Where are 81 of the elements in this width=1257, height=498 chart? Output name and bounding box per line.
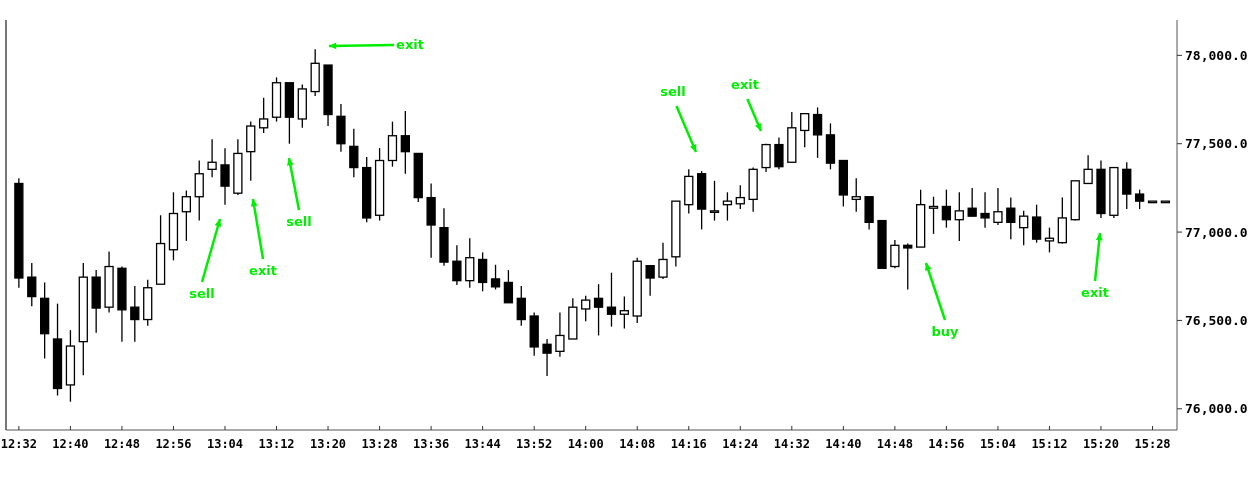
candlestick [1083, 154, 1093, 185]
x-tick-label: 12:32 [0, 437, 37, 451]
x-tick-label: 13:20 [309, 437, 347, 451]
x-tick-label: 13:28 [361, 437, 398, 451]
candlestick [349, 128, 359, 178]
y-tick-label: 76,500.0 [1185, 312, 1248, 328]
candlestick [890, 239, 900, 269]
candlestick [761, 143, 771, 173]
candlestick [928, 196, 939, 235]
candlestick [851, 177, 861, 213]
x-tick-label: 13:04 [206, 437, 244, 451]
candlestick [967, 187, 977, 217]
candlestick [993, 187, 1003, 226]
annotation: exit [396, 37, 424, 52]
y-tick-label: 78,000.0 [1185, 47, 1248, 63]
x-tick-label: 14:08 [619, 437, 656, 451]
x-tick-label: 14:00 [567, 437, 604, 451]
candlestick [465, 237, 475, 289]
candlestick [941, 189, 952, 229]
candlestick [1044, 227, 1055, 254]
annotation: exit [249, 263, 277, 278]
y-tick-label: 77,000.0 [1185, 224, 1248, 240]
x-tick-label: 15:04 [979, 437, 1017, 451]
candlestick [722, 191, 733, 222]
x-tick-label: 15:20 [1082, 437, 1120, 451]
candlestick [645, 265, 655, 297]
x-tick-label: 14:56 [928, 437, 965, 451]
x-tick-label: 14:32 [773, 437, 810, 451]
annotation: sell [660, 84, 686, 99]
x-tick-label: 15:12 [1031, 437, 1068, 451]
candlestick [903, 242, 913, 291]
x-tick-label: 13:52 [516, 437, 553, 451]
candlestick [800, 113, 810, 148]
x-tick-label: 13:44 [464, 437, 501, 451]
candlestick [516, 285, 526, 327]
x-tick-label: 13:36 [413, 437, 450, 451]
x-tick-label: 12:48 [103, 437, 140, 451]
candlestick [619, 295, 629, 330]
candlestick [130, 285, 140, 343]
annotation: sell [189, 286, 215, 301]
x-tick-label: 14:48 [876, 437, 913, 451]
candlestick [812, 106, 823, 159]
annotation: buy [931, 324, 960, 339]
x-tick-label: 15:28 [1134, 437, 1171, 451]
candlestick [735, 184, 745, 210]
candlestick [658, 242, 668, 280]
x-tick-label: 14:40 [825, 437, 862, 451]
candlestick [207, 138, 217, 178]
x-tick-label: 12:56 [155, 437, 192, 451]
candlestick [477, 251, 488, 292]
x-tick-label: 14:24 [722, 437, 759, 451]
candlestick [1019, 210, 1029, 246]
candlestick [709, 180, 720, 222]
annotation: exit [1081, 285, 1109, 300]
y-tick-label: 76,000.0 [1185, 401, 1248, 417]
annotation: sell [286, 214, 312, 229]
annotation: exit [731, 77, 759, 92]
candlestick [1031, 204, 1042, 244]
candlestick [581, 295, 591, 322]
candlestick [555, 311, 565, 358]
candlestick [490, 264, 501, 291]
candlestick [27, 262, 37, 307]
candlestick [593, 283, 604, 337]
candlestick [194, 159, 204, 222]
candlestick [1006, 196, 1016, 240]
candlestick [181, 189, 192, 242]
candlestick [452, 244, 462, 286]
y-tick-label: 77,500.0 [1185, 136, 1248, 152]
candlestick [954, 191, 964, 242]
candlestick [220, 147, 230, 206]
x-tick-label: 12:40 [52, 437, 89, 451]
candlestick [980, 191, 990, 229]
candlestick [606, 272, 617, 328]
candlestick [259, 97, 269, 134]
x-tick-label: 13:12 [258, 437, 295, 451]
candlestick [774, 136, 784, 170]
candlestick [400, 110, 410, 175]
candlestick [503, 269, 514, 304]
x-tick-label: 14:16 [670, 437, 707, 451]
candlestick [1134, 189, 1145, 210]
candlestick [542, 338, 552, 377]
